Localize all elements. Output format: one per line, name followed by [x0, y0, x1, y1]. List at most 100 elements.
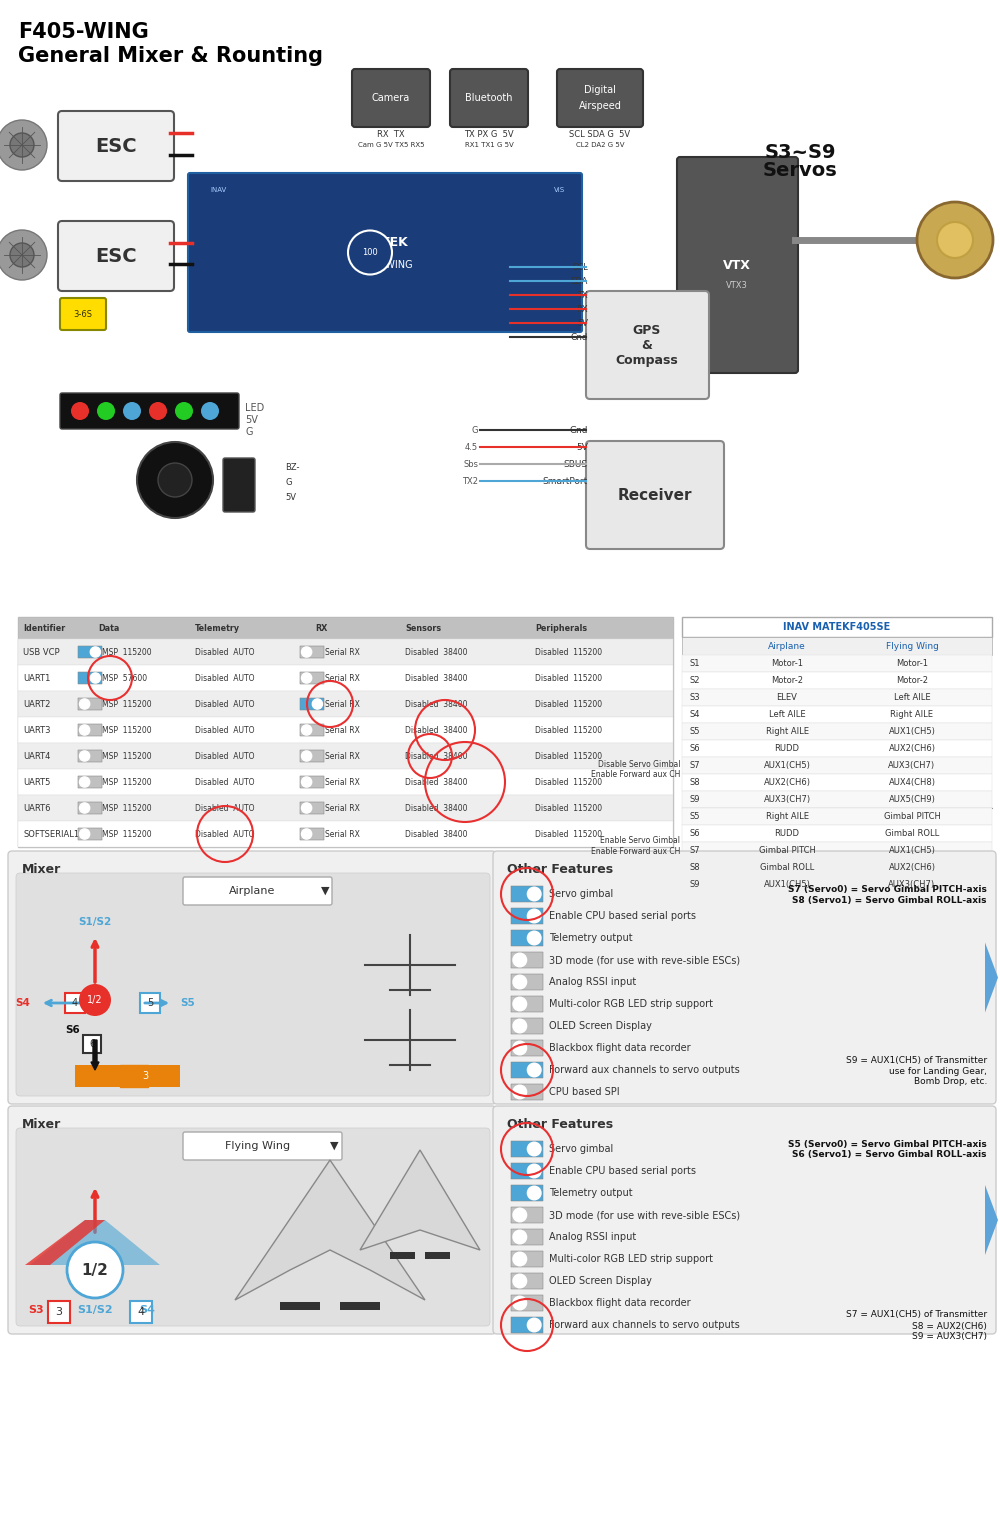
Text: CL2 DA2 G 5V: CL2 DA2 G 5V: [576, 143, 624, 149]
Text: Disabled  38400: Disabled 38400: [405, 725, 468, 734]
Bar: [682, 774, 992, 790]
Text: S7: S7: [690, 846, 701, 856]
Text: S6: S6: [65, 1025, 80, 1035]
Circle shape: [302, 777, 312, 787]
Text: Disabled  115200: Disabled 115200: [535, 674, 602, 683]
Text: SCL SDA G  5V: SCL SDA G 5V: [569, 130, 631, 140]
Text: Disabled  115200: Disabled 115200: [535, 648, 602, 657]
Text: S2: S2: [690, 677, 700, 686]
Text: Servo gimbal: Servo gimbal: [549, 889, 613, 900]
FancyBboxPatch shape: [493, 1106, 996, 1333]
Circle shape: [201, 402, 219, 420]
Text: S9 = AUX1(CH5) of Transmitter: S9 = AUX1(CH5) of Transmitter: [846, 1056, 987, 1065]
Text: General Mixer & Rounting: General Mixer & Rounting: [18, 46, 323, 67]
Text: Digital: Digital: [584, 85, 616, 96]
FancyBboxPatch shape: [511, 1273, 543, 1289]
Text: AUX4(CH8): AUX4(CH8): [889, 778, 936, 787]
Circle shape: [513, 1019, 527, 1033]
FancyBboxPatch shape: [511, 1229, 543, 1245]
FancyBboxPatch shape: [511, 1185, 543, 1201]
Bar: [390, 1252, 415, 1259]
Circle shape: [10, 133, 34, 156]
Text: AUX2(CH6): AUX2(CH6): [889, 743, 936, 752]
FancyBboxPatch shape: [557, 68, 643, 127]
Text: Serial RX: Serial RX: [325, 804, 360, 813]
Text: S7 (Servo0) = Servo Gimbal PITCH-axis: S7 (Servo0) = Servo Gimbal PITCH-axis: [788, 884, 987, 894]
Bar: [682, 617, 992, 637]
Text: 5V: 5V: [577, 319, 588, 328]
Text: Blackbox flight data recorder: Blackbox flight data recorder: [549, 1299, 691, 1308]
FancyBboxPatch shape: [300, 777, 324, 787]
FancyBboxPatch shape: [511, 930, 543, 947]
Bar: [18, 617, 673, 846]
Polygon shape: [30, 1220, 160, 1265]
Text: Left AILE: Left AILE: [894, 693, 930, 702]
Text: OLED Screen Display: OLED Screen Display: [549, 1276, 652, 1286]
FancyBboxPatch shape: [511, 1141, 543, 1157]
Text: ▼: ▼: [321, 886, 329, 897]
Bar: [682, 757, 992, 774]
FancyBboxPatch shape: [78, 749, 102, 762]
Text: ▼: ▼: [330, 1141, 338, 1151]
Text: Sensors: Sensors: [405, 623, 441, 633]
Bar: [130, 1302, 152, 1323]
Polygon shape: [25, 1220, 105, 1265]
FancyArrow shape: [265, 974, 396, 997]
Text: Telemetry output: Telemetry output: [549, 1188, 633, 1198]
Bar: [682, 842, 992, 859]
Text: AUX5(CH9): AUX5(CH9): [889, 795, 935, 804]
Circle shape: [527, 1142, 541, 1156]
Text: RX: RX: [315, 623, 327, 633]
Text: S8 (Servo1) = Servo Gimbal ROLL-axis: S8 (Servo1) = Servo Gimbal ROLL-axis: [792, 895, 987, 904]
Bar: [682, 740, 992, 757]
Text: Disabled  38400: Disabled 38400: [405, 830, 468, 839]
Text: Servos: Servos: [763, 161, 837, 181]
FancyBboxPatch shape: [78, 698, 102, 710]
Text: S3: S3: [690, 693, 701, 702]
Text: Data: Data: [98, 623, 119, 633]
Text: Motor-1: Motor-1: [896, 658, 928, 667]
Text: RX  TX: RX TX: [377, 130, 405, 140]
FancyBboxPatch shape: [8, 1106, 496, 1333]
Text: S9: S9: [690, 795, 700, 804]
Text: Airplane: Airplane: [768, 642, 806, 651]
FancyBboxPatch shape: [58, 111, 174, 181]
Text: Enable CPU based serial ports: Enable CPU based serial ports: [549, 1167, 696, 1176]
Text: OLED Screen Display: OLED Screen Display: [549, 1021, 652, 1032]
Text: S8: S8: [690, 778, 701, 787]
FancyBboxPatch shape: [493, 851, 996, 1104]
Text: RUDD: RUDD: [774, 743, 800, 752]
Circle shape: [513, 1085, 527, 1098]
Text: S6 (Servo1) = Servo Gimbal ROLL-axis: S6 (Servo1) = Servo Gimbal ROLL-axis: [792, 1150, 987, 1159]
FancyBboxPatch shape: [511, 1041, 543, 1056]
Text: GPS
&
Compass: GPS & Compass: [616, 323, 678, 367]
FancyBboxPatch shape: [300, 828, 324, 840]
Text: MATEK: MATEK: [361, 237, 409, 249]
FancyBboxPatch shape: [511, 953, 543, 968]
FancyBboxPatch shape: [223, 458, 255, 513]
FancyBboxPatch shape: [352, 68, 430, 127]
Circle shape: [80, 802, 90, 813]
Text: MSP  57600: MSP 57600: [102, 674, 147, 683]
Text: Serial RX: Serial RX: [325, 830, 360, 839]
Circle shape: [513, 975, 527, 989]
Text: Receiver: Receiver: [618, 487, 692, 502]
FancyBboxPatch shape: [16, 872, 490, 1095]
Circle shape: [79, 985, 111, 1016]
FancyBboxPatch shape: [511, 1018, 543, 1035]
Text: S8 = AUX2(CH6): S8 = AUX2(CH6): [912, 1321, 987, 1330]
FancyBboxPatch shape: [300, 646, 324, 658]
Circle shape: [527, 887, 541, 901]
Bar: [140, 994, 160, 1013]
Circle shape: [513, 1041, 527, 1054]
Text: TX: TX: [577, 290, 588, 299]
Text: Serial RX: Serial RX: [325, 674, 360, 683]
Text: Enable CPU based serial ports: Enable CPU based serial ports: [549, 912, 696, 921]
Text: ESC: ESC: [95, 246, 137, 265]
Circle shape: [97, 402, 115, 420]
Text: Disabled  AUTO: Disabled AUTO: [195, 830, 254, 839]
Text: Disabled  38400: Disabled 38400: [405, 648, 468, 657]
Text: Disabled  115200: Disabled 115200: [535, 830, 602, 839]
Bar: [682, 825, 992, 842]
Text: 5V: 5V: [576, 443, 588, 452]
